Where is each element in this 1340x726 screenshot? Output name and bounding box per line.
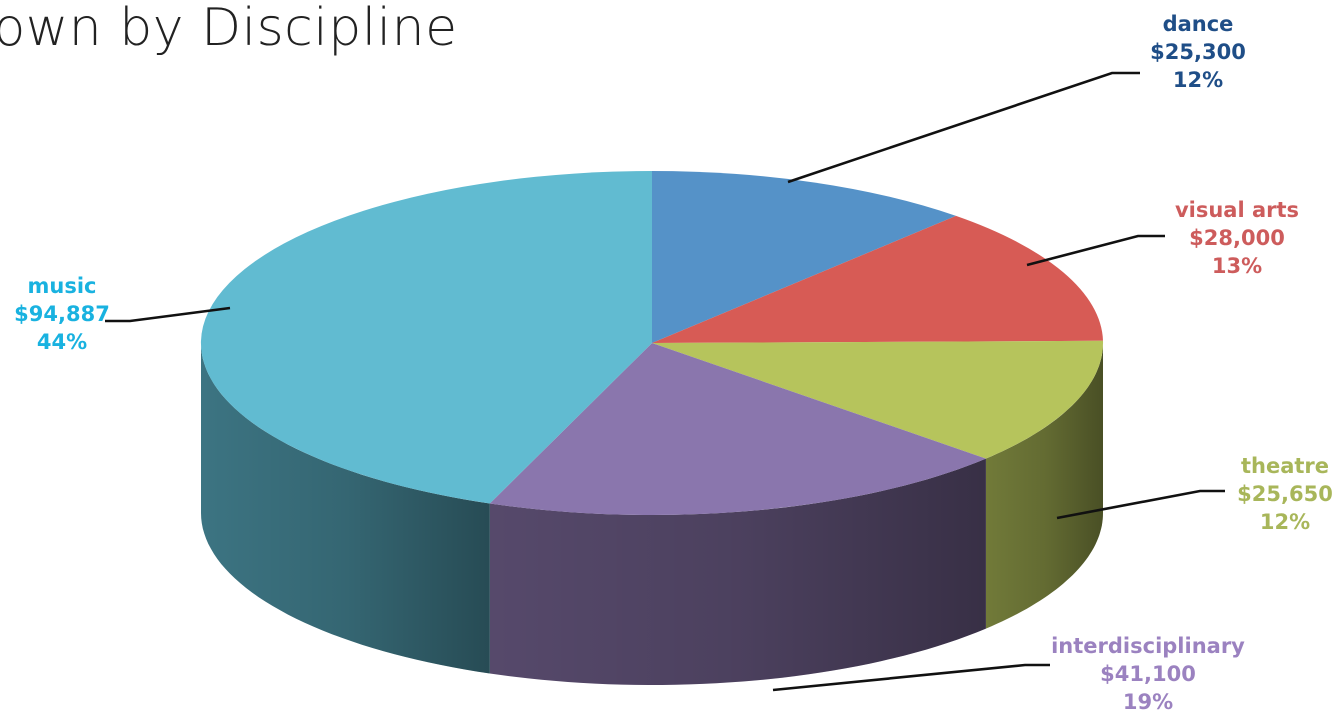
data-label-percent-visual-arts: 13% xyxy=(1212,254,1262,278)
data-label-category-theatre: theatre xyxy=(1241,454,1329,478)
pie-side-shade xyxy=(985,343,1103,629)
pie-slice-theatre xyxy=(652,340,1104,459)
pie-side-shade xyxy=(201,343,490,674)
data-label-category-music: music xyxy=(28,274,97,298)
chart-title: hown by Discipline xyxy=(0,0,458,58)
data-label-percent-dance: 12% xyxy=(1173,68,1223,92)
leader-line-dance xyxy=(787,71,1140,184)
data-label-value-music: $94,887 xyxy=(14,302,110,326)
data-label-category-interdisciplinary: interdisciplinary xyxy=(1051,634,1245,658)
data-label-category-visual-arts: visual arts xyxy=(1175,198,1299,222)
pie-slice-music xyxy=(200,171,652,504)
leader-line-theatre xyxy=(1056,489,1225,520)
leader-line-interdisciplinary xyxy=(772,663,1050,692)
data-label-percent-music: 44% xyxy=(37,330,87,354)
data-label-value-dance: $25,300 xyxy=(1150,40,1246,64)
leader-line-visual-arts xyxy=(1026,234,1165,267)
pie-side-shade xyxy=(489,458,986,685)
pie-slice-dance xyxy=(652,170,956,343)
data-label-category-dance: dance xyxy=(1163,12,1234,36)
leader-line-music xyxy=(105,306,231,323)
data-label-percent-interdisciplinary: 19% xyxy=(1123,690,1173,714)
data-label-value-interdisciplinary: $41,100 xyxy=(1100,662,1196,686)
pie-slice-visual-arts xyxy=(652,215,1103,343)
data-label-value-theatre: $25,650 xyxy=(1237,482,1333,506)
pie-slice-interdisciplinary xyxy=(489,343,986,516)
data-label-percent-theatre: 12% xyxy=(1260,510,1310,534)
data-label-value-visual-arts: $28,000 xyxy=(1189,226,1285,250)
